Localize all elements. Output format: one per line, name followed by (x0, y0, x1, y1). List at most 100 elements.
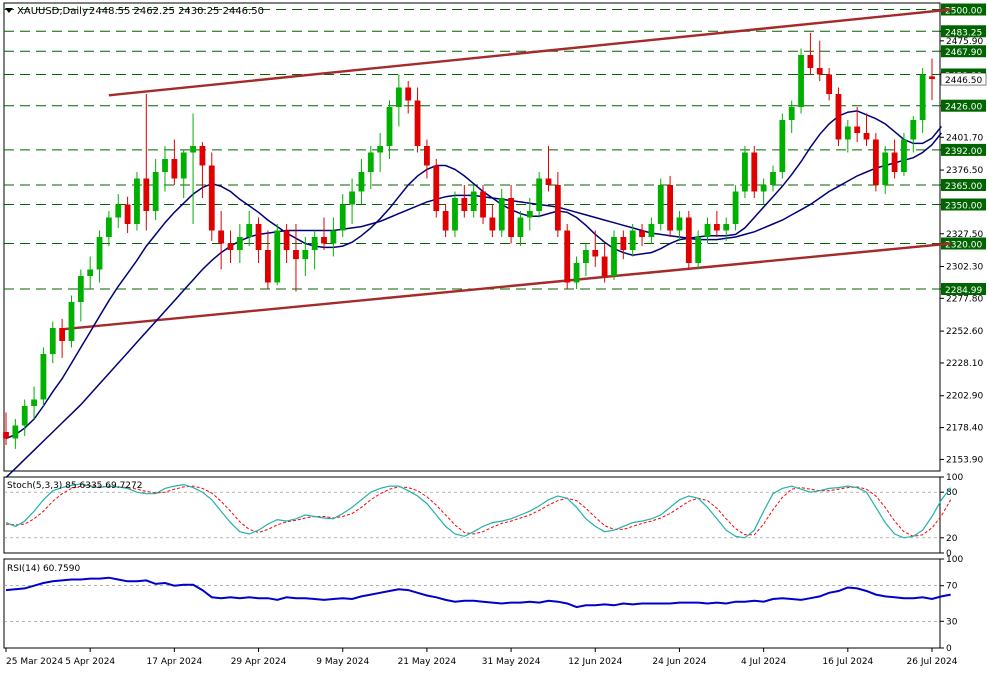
candle-body (199, 146, 206, 166)
candle (545, 146, 552, 192)
candle (115, 194, 122, 228)
candle (264, 230, 271, 289)
candle-body (770, 172, 776, 185)
candle-body (601, 256, 608, 276)
candle-body (134, 178, 140, 224)
candle-body (685, 217, 692, 263)
candle-body (367, 152, 374, 172)
candle (452, 191, 458, 237)
channel-upper-line[interactable] (108, 8, 951, 97)
price-axis-label: 2277.80 (946, 294, 983, 304)
candle (31, 386, 37, 419)
candle (526, 198, 533, 231)
candle (171, 139, 178, 185)
candle-body (461, 198, 468, 211)
candle-body (882, 152, 889, 185)
candle (349, 178, 355, 224)
candle (105, 211, 112, 247)
candle-body (377, 146, 384, 153)
candle-body (536, 178, 543, 211)
candle-body (31, 399, 37, 406)
candle-body (115, 204, 122, 218)
candle (788, 100, 795, 133)
candle-body (779, 120, 786, 172)
candle-body (498, 198, 505, 231)
candle (414, 87, 421, 153)
candle-body (236, 237, 243, 250)
candle (405, 81, 412, 114)
candle-body (59, 328, 66, 341)
stoch-axis-label: 20 (946, 534, 958, 544)
candle (339, 194, 346, 237)
candle-body (732, 191, 739, 224)
candle-body (760, 185, 767, 192)
candle (517, 211, 524, 247)
candle (255, 217, 262, 263)
time-axis-label: 16 Jul 2024 (822, 657, 873, 667)
candle (367, 146, 374, 189)
candle (620, 230, 627, 260)
rsi-panel: 100 70 30 0 (3, 555, 963, 654)
stoch-label: Stoch(5,3,3) 85.6335 69.7272 (7, 481, 142, 491)
candle-body (96, 237, 103, 270)
candle-body (611, 237, 617, 276)
candle-body (573, 263, 580, 283)
candle (826, 68, 833, 101)
candle (40, 347, 47, 406)
candle (508, 185, 514, 244)
candle (395, 74, 402, 127)
candle (190, 113, 196, 224)
candle (723, 217, 730, 241)
candle-body (152, 172, 159, 211)
candle-body (424, 146, 430, 166)
candle-body (901, 139, 907, 172)
level-label: 2320.00 (945, 241, 982, 251)
candle-body (274, 230, 281, 283)
candle-body (517, 217, 524, 237)
time-axis-label: 4 Jul 2024 (741, 657, 786, 667)
candle (433, 159, 440, 218)
candle (929, 58, 935, 101)
candle (424, 139, 430, 179)
candle (882, 146, 889, 195)
candle-body (190, 146, 196, 153)
collapse-triangle-icon[interactable] (5, 8, 13, 13)
candle (592, 230, 599, 267)
candle-body (21, 406, 28, 426)
candle-body (358, 172, 365, 192)
candle (87, 256, 94, 289)
rsi-axis-label: 30 (946, 617, 958, 627)
candle (283, 224, 290, 263)
candle (124, 196, 131, 234)
candle (199, 142, 206, 198)
candle-body (648, 224, 655, 237)
candle-body (620, 237, 627, 250)
candle-body (208, 165, 215, 231)
price-axis-label: 2376.50 (946, 166, 983, 176)
price-axis-label: 2153.90 (946, 455, 983, 465)
rsi-axis-label: 70 (946, 582, 958, 592)
channel-lower-line[interactable] (62, 242, 951, 331)
candle (891, 139, 898, 179)
candle-body (218, 230, 225, 244)
candle-body (124, 204, 131, 224)
candle-body (910, 120, 917, 140)
level-label: 2365.00 (945, 182, 982, 192)
candle (611, 230, 617, 280)
candle-body (564, 230, 571, 283)
candle-body (592, 250, 599, 257)
candle-body (171, 159, 178, 179)
candle (695, 230, 702, 270)
candle (713, 211, 720, 237)
price-axis-label: 2252.60 (946, 327, 983, 337)
stoch-signal-line (5, 484, 952, 537)
rsi-axis-label: 0 (946, 644, 952, 654)
candle (919, 68, 926, 133)
candle-body (442, 211, 449, 231)
candle-body (667, 185, 674, 231)
candle-body (919, 74, 926, 120)
ohlc-label: 2448.55 2462.25 2430.25 2446.50 (89, 6, 264, 17)
candle (554, 172, 561, 237)
candle (68, 295, 75, 348)
